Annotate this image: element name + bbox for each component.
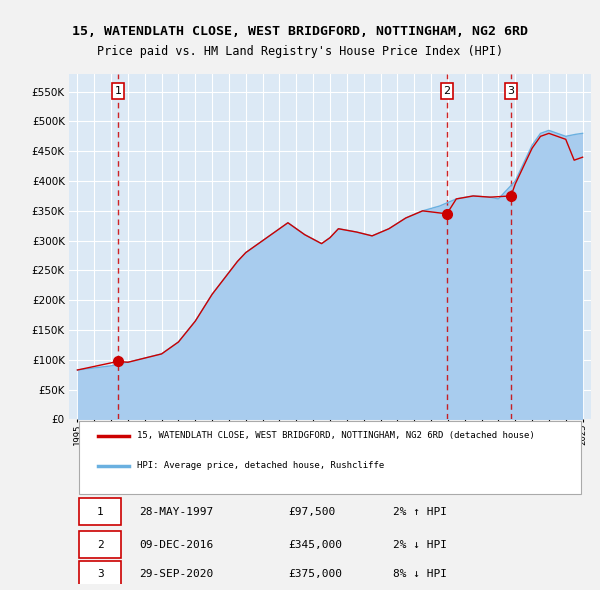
FancyBboxPatch shape — [79, 421, 581, 494]
Text: 2: 2 — [97, 540, 104, 550]
Text: 2% ↑ HPI: 2% ↑ HPI — [392, 507, 446, 517]
Text: £345,000: £345,000 — [288, 540, 342, 550]
Text: 15, WATENDLATH CLOSE, WEST BRIDGFORD, NOTTINGHAM, NG2 6RD: 15, WATENDLATH CLOSE, WEST BRIDGFORD, NO… — [72, 25, 528, 38]
Text: 3: 3 — [508, 86, 515, 96]
Text: 15, WATENDLATH CLOSE, WEST BRIDGFORD, NOTTINGHAM, NG2 6RD (detached house): 15, WATENDLATH CLOSE, WEST BRIDGFORD, NO… — [137, 431, 535, 440]
Text: 8% ↓ HPI: 8% ↓ HPI — [392, 569, 446, 579]
Text: £375,000: £375,000 — [288, 569, 342, 579]
FancyBboxPatch shape — [79, 499, 121, 525]
Text: 1: 1 — [115, 86, 122, 96]
FancyBboxPatch shape — [79, 532, 121, 558]
Text: 1: 1 — [97, 507, 104, 517]
Text: 2% ↓ HPI: 2% ↓ HPI — [392, 540, 446, 550]
Text: Price paid vs. HM Land Registry's House Price Index (HPI): Price paid vs. HM Land Registry's House … — [97, 45, 503, 58]
Text: 3: 3 — [97, 569, 104, 579]
Text: £97,500: £97,500 — [288, 507, 335, 517]
Text: 09-DEC-2016: 09-DEC-2016 — [139, 540, 214, 550]
Text: 29-SEP-2020: 29-SEP-2020 — [139, 569, 214, 579]
Text: 2: 2 — [443, 86, 451, 96]
Text: 28-MAY-1997: 28-MAY-1997 — [139, 507, 214, 517]
FancyBboxPatch shape — [79, 561, 121, 588]
Text: HPI: Average price, detached house, Rushcliffe: HPI: Average price, detached house, Rush… — [137, 461, 384, 470]
